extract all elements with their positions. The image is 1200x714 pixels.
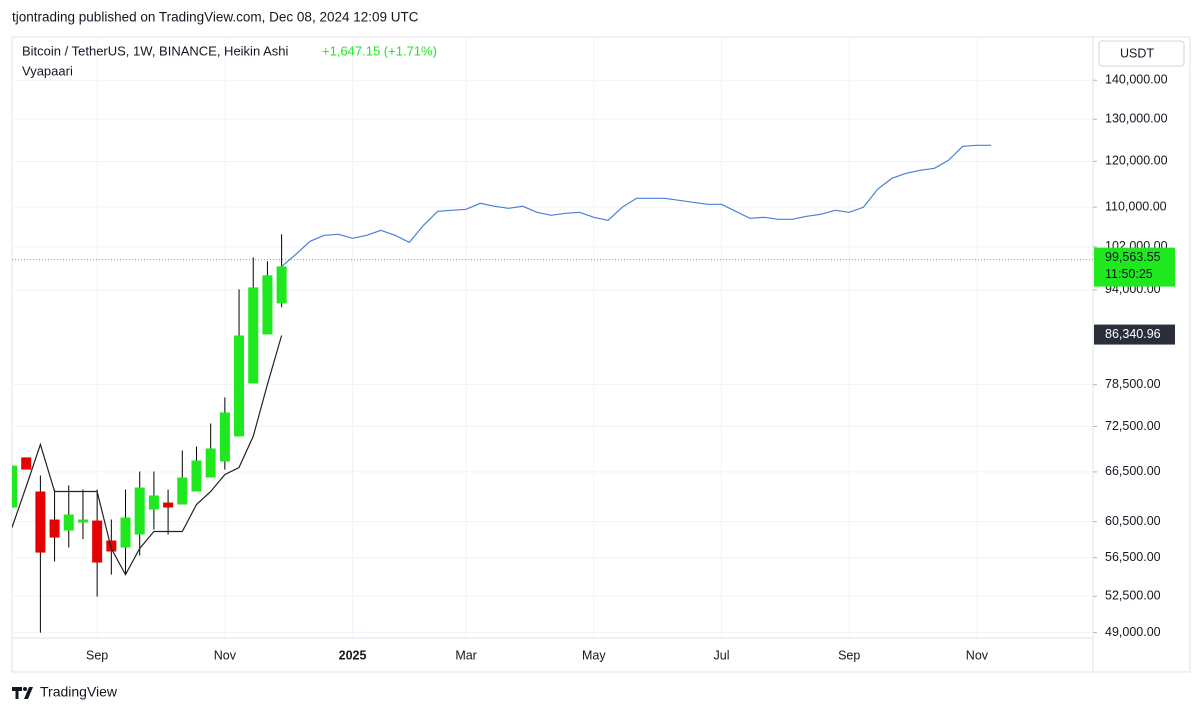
candle-body	[106, 540, 117, 552]
y-tick-label: 140,000.00	[1105, 73, 1168, 87]
last-price-badge	[1094, 247, 1175, 287]
y-tick-label: 52,500.00	[1105, 589, 1161, 603]
candle-body	[276, 266, 287, 304]
x-tick-label: Sep	[86, 648, 108, 662]
y-tick-label: 56,500.00	[1105, 550, 1161, 564]
candle-body	[12, 465, 17, 508]
countdown: 11:50:25	[1105, 267, 1153, 281]
series-line	[281, 144, 992, 267]
candle-body	[219, 412, 230, 462]
candle-body	[163, 502, 174, 508]
y-tick-label: 60,500.00	[1105, 514, 1161, 528]
plot	[12, 144, 1093, 633]
y-tick-label: 78,500.00	[1105, 377, 1161, 391]
price-axis-frame	[1092, 36, 1191, 673]
candle-body	[77, 519, 88, 523]
price-marker-label: 86,340.96	[1105, 327, 1161, 341]
y-tick-label: 72,500.00	[1105, 419, 1161, 433]
logo-text: TradingView	[40, 684, 118, 700]
candle-body	[148, 495, 159, 510]
axis: 49,000.00 52,500.00 56,500.00 60,500.00 66,5…	[86, 73, 1168, 663]
y-tick-label: 49,000.00	[1105, 625, 1161, 639]
candle-body	[191, 460, 202, 492]
plot-frame	[11, 36, 1094, 639]
candle-body	[248, 287, 259, 384]
candle-body	[21, 457, 32, 470]
y-tick-label: 66,500.00	[1105, 464, 1161, 478]
y-tick-label: 130,000.00	[1105, 112, 1168, 126]
x-tick-label: Jul	[714, 648, 730, 662]
x-tick-label: Mar	[455, 648, 477, 662]
candle-body	[35, 491, 46, 553]
time-axis-frame	[11, 637, 1094, 673]
candle-body	[134, 487, 145, 535]
candle-body	[49, 519, 60, 538]
candle-body	[177, 477, 188, 505]
x-tick-label: 2025	[339, 648, 367, 662]
x-tick-label: May	[582, 648, 606, 662]
grid	[12, 37, 1093, 638]
candle-body	[205, 448, 216, 478]
candle-body	[234, 335, 245, 437]
candle-body	[262, 275, 273, 335]
x-tick-label: Nov	[214, 648, 237, 662]
last-price-label: 99,563.55	[1105, 250, 1161, 264]
candle-body	[63, 514, 74, 531]
series-line	[12, 335, 283, 576]
legend-title: Bitcoin / TetherUS, 1W, BINANCE, Heikin …	[22, 43, 288, 58]
logo-icon	[12, 687, 33, 699]
indicator-name: Vyapaari	[22, 63, 73, 78]
y-tick-label: 110,000.00	[1105, 199, 1167, 213]
publisher: tjontrading published on TradingView.com…	[12, 10, 419, 25]
legend-change: +1,647.15 (+1.71%)	[322, 43, 437, 58]
candle-body	[120, 517, 131, 548]
price-marker-badge	[1094, 324, 1175, 345]
candle-body	[92, 520, 103, 563]
currency[interactable]: USDT	[1120, 46, 1154, 60]
x-tick-label: Sep	[838, 648, 860, 662]
currency-button[interactable]	[1098, 40, 1185, 67]
x-tick-label: Nov	[966, 648, 989, 662]
y-tick-label: 120,000.00	[1105, 154, 1168, 168]
